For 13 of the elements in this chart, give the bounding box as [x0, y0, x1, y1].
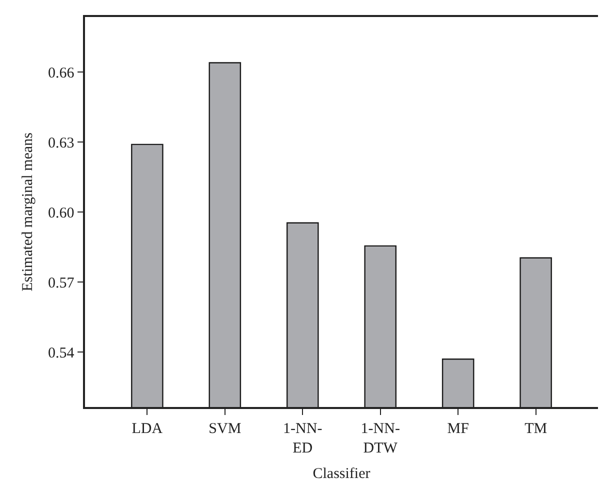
x-tick-label: TM [524, 420, 548, 437]
y-tick-label: 0.57 [48, 275, 75, 292]
x-tick-label: MF [447, 420, 469, 437]
y-tick-label: 0.63 [48, 135, 74, 152]
y-tick-label: 0.54 [48, 345, 75, 362]
x-axis-title: Classifier [312, 466, 370, 482]
x-tick-label: LDA [132, 420, 163, 437]
y-axis-title: Estimated marginal means [20, 132, 36, 292]
y-tick-label: 0.66 [48, 65, 75, 82]
x-tick-label: SVM [208, 420, 242, 437]
x-tick-label: 1-NN- ED [283, 420, 322, 456]
x-tick-label: 1-NN- DTW [360, 420, 400, 456]
y-tick-label: 0.60 [48, 205, 74, 222]
